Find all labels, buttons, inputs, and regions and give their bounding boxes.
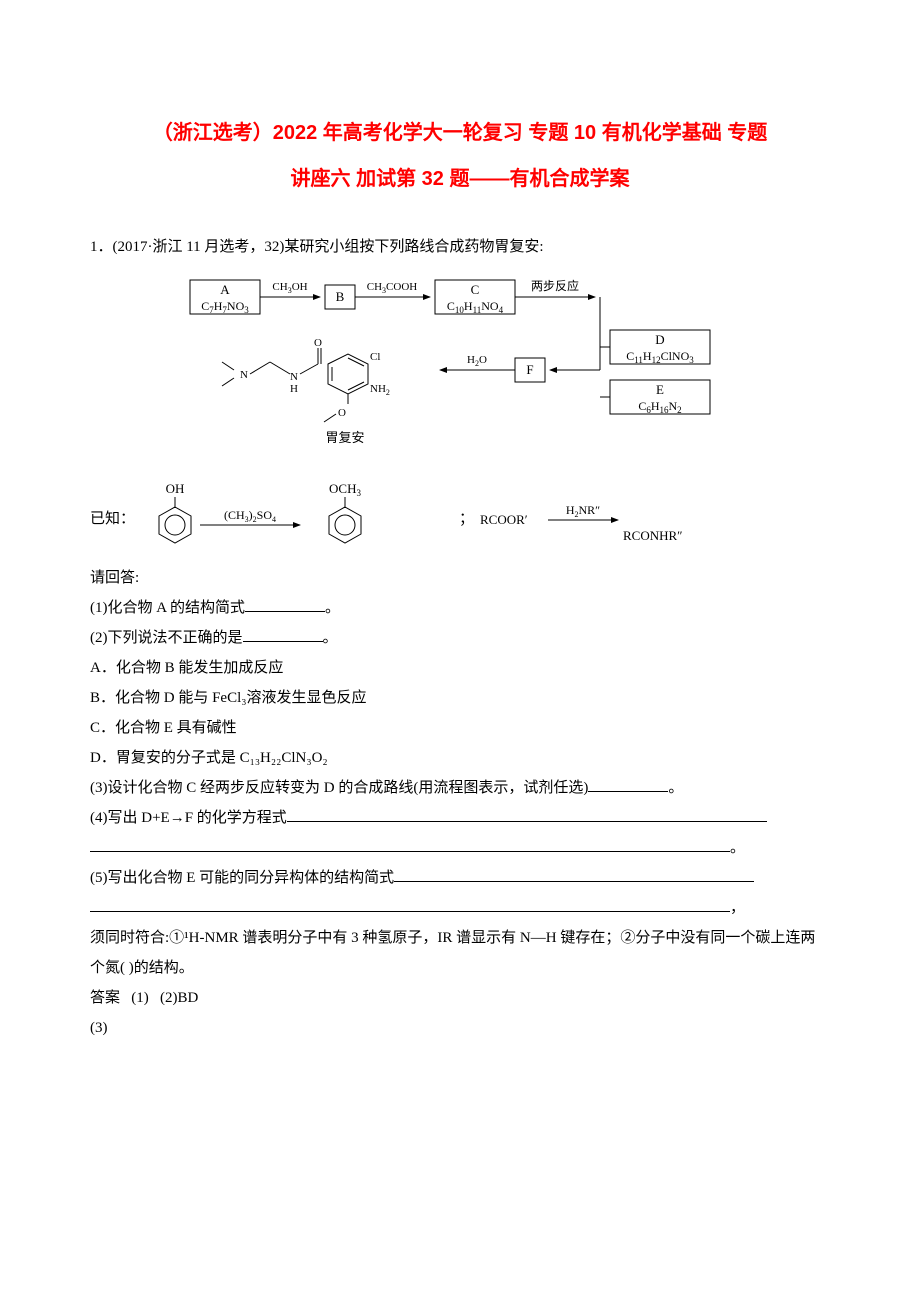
blank <box>588 776 668 792</box>
q4-text: (4)写出 D+E→F 的化学方程式 <box>90 810 287 826</box>
svg-text:OH: OH <box>166 481 185 496</box>
svg-text:NH2: NH2 <box>370 383 390 397</box>
svg-text:H2NR″: H2NR″ <box>566 503 600 519</box>
q5-end: ， <box>730 900 745 916</box>
svg-text:C11H12ClNO3: C11H12ClNO3 <box>626 349 694 365</box>
known-reactions: 已知： OH (CH3)2SO4 OCH3 ； R <box>90 479 830 559</box>
svg-text:Cl: Cl <box>370 351 380 363</box>
svg-text:RCONHR″: RCONHR″ <box>623 528 683 543</box>
svg-text:CH3COOH: CH3COOH <box>367 281 418 295</box>
svg-text:E: E <box>656 382 664 397</box>
answers-line: 答案 (1) (2)BD <box>90 983 830 1013</box>
title-line-2: 讲座六 加试第 32 题——有机合成学案 <box>90 156 830 202</box>
svg-text:两步反应: 两步反应 <box>531 278 579 293</box>
svg-text:N: N <box>290 371 298 383</box>
title-line-1: （浙江选考）2022 年高考化学大一轮复习 专题 10 有机化学基础 专题 <box>90 110 830 156</box>
synthesis-scheme: A C7H7NO3 CH3OH B CH3COOH C C10H11NO4 两步… <box>90 270 830 471</box>
question-1: (1)化合物 A 的结构简式 。 <box>90 593 830 623</box>
blank-med <box>394 866 754 882</box>
svg-text:(CH3)2SO4: (CH3)2SO4 <box>224 508 276 524</box>
document-page: （浙江选考）2022 年高考化学大一轮复习 专题 10 有机化学基础 专题 讲座… <box>0 0 920 1103</box>
q5-text: (5)写出化合物 E 可能的同分异构体的结构简式 <box>90 870 394 886</box>
svg-text:H2O: H2O <box>467 354 487 368</box>
q3-end: 。 <box>668 780 683 796</box>
question-4: (4)写出 D+E→F 的化学方程式 <box>90 803 830 833</box>
blank-line-2: ， <box>90 893 830 923</box>
q4-end: 。 <box>730 840 745 856</box>
box-a-top: A <box>220 282 230 297</box>
svg-text:O: O <box>314 337 322 349</box>
option-a: A．化合物 B 能发生加成反应 <box>90 653 830 683</box>
svg-text:C7H7NO3: C7H7NO3 <box>201 299 249 315</box>
question-3: (3)设计化合物 C 经两步反应转变为 D 的合成路线(用流程图表示，试剂任选)… <box>90 773 830 803</box>
question-2: (2)下列说法不正确的是 。 <box>90 623 830 653</box>
svg-text:OCH3: OCH3 <box>329 481 361 498</box>
svg-text:C: C <box>471 282 480 297</box>
blank <box>243 626 323 642</box>
known-label: 已知： <box>90 504 135 534</box>
svg-text:RCOOR′: RCOOR′ <box>480 512 528 527</box>
body-content: 1．(2017·浙江 11 月选考，32)某研究小组按下列路线合成药物胃复安: … <box>90 232 830 1043</box>
svg-text:H: H <box>290 383 298 395</box>
svg-text:N: N <box>240 369 248 381</box>
answer-2: (2)BD <box>160 990 198 1006</box>
option-d: D．胃复安的分子式是 C₁₃H₂₂ClN₃O₂ <box>90 743 830 773</box>
svg-text:O: O <box>338 407 346 419</box>
svg-text:C6H16N2: C6H16N2 <box>638 399 681 415</box>
question-intro: 1．(2017·浙江 11 月选考，32)某研究小组按下列路线合成药物胃复安: <box>90 232 830 262</box>
svg-text:B: B <box>336 289 345 304</box>
blank <box>245 596 325 612</box>
svg-text:胃复安: 胃复安 <box>325 430 364 445</box>
answer-3: (3) <box>90 1013 830 1043</box>
q1-text: (1)化合物 A 的结构简式 <box>90 600 245 616</box>
blank-full <box>90 896 730 912</box>
blank-line: 。 <box>90 833 830 863</box>
option-c: C．化合物 E 具有碱性 <box>90 713 830 743</box>
option-b: B．化合物 D 能与 FeCl₃溶液发生显色反应 <box>90 683 830 713</box>
q3-text: (3)设计化合物 C 经两步反应转变为 D 的合成路线(用流程图表示，试剂任选) <box>90 780 588 796</box>
question-5: (5)写出化合物 E 可能的同分异构体的结构简式 <box>90 863 830 893</box>
blank-long <box>287 806 767 822</box>
answer-1: (1) <box>131 990 149 1006</box>
answers-label: 答案 <box>90 990 120 1006</box>
blank-full <box>90 836 730 852</box>
svg-text:F: F <box>526 362 533 377</box>
svg-text:C10H11NO4: C10H11NO4 <box>447 299 504 315</box>
q5-conditions: 须同时符合:①¹H-NMR 谱表明分子中有 3 种氢原子，IR 谱显示有 N—H… <box>90 923 830 983</box>
answer-prompt: 请回答: <box>90 563 830 593</box>
known-sep: ； <box>455 504 478 534</box>
q2-text: (2)下列说法不正确的是 <box>90 630 243 646</box>
q2-end: 。 <box>323 630 338 646</box>
q1-end: 。 <box>325 600 340 616</box>
svg-text:CH3OH: CH3OH <box>272 281 307 295</box>
svg-text:D: D <box>655 332 664 347</box>
